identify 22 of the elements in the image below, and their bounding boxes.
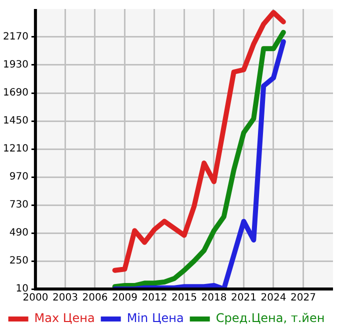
x-tick-label: 2009: [112, 292, 138, 304]
x-tick-label: 2006: [82, 292, 108, 304]
legend-label: Min Цена: [126, 311, 184, 326]
y-tick-label: 1210: [2, 144, 28, 155]
y-tick-label: 1450: [2, 116, 28, 127]
y-tick-label: 2170: [2, 32, 28, 43]
y-tick-label: 730: [9, 200, 28, 211]
x-tick-label: 2015: [172, 292, 197, 304]
y-tick-label: 1690: [2, 88, 28, 99]
legend-label: Сред.Цена, т.йен: [216, 311, 325, 326]
x-tick-label: 2003: [52, 292, 78, 304]
x-tick-label: 2012: [142, 292, 168, 304]
x-tick-label: 2000: [22, 292, 48, 304]
y-tick-label: 250: [9, 256, 28, 267]
y-tick-label: 490: [9, 228, 28, 239]
x-tick-label: 2027: [290, 292, 316, 304]
y-tick-label: 1930: [2, 60, 28, 71]
y-tick-label: 970: [9, 172, 28, 183]
x-tick-label: 2024: [260, 292, 286, 304]
legend-label: Max Цена: [34, 311, 95, 326]
x-tick-label: 2021: [231, 292, 256, 304]
x-tick-label: 2018: [201, 292, 227, 304]
